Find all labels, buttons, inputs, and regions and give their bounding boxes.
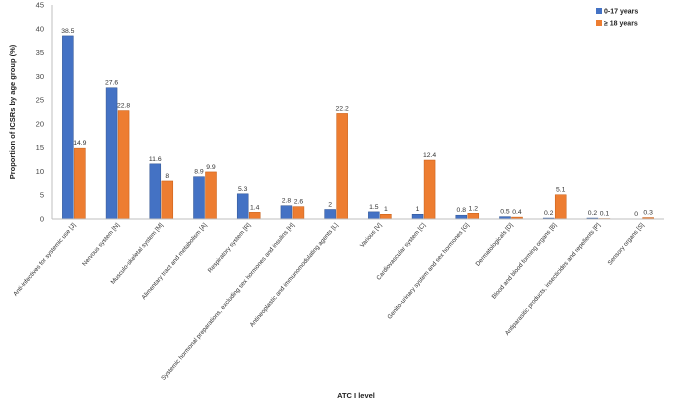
x-tick-label: Various [V] (359, 222, 384, 250)
value-label: 12.4 (423, 152, 436, 159)
bar-age-0-17 (455, 214, 468, 220)
value-label: 8.9 (194, 169, 204, 176)
value-label: 38.5 (61, 28, 74, 35)
value-label: 2.8 (282, 198, 292, 205)
bar-age-18-plus (292, 206, 305, 220)
y-tick-label: 15 (36, 143, 44, 152)
x-tick-label: Anti-infectives for systemic use [J] (12, 222, 77, 298)
x-tick-label: Cardiovascular system [C] (375, 222, 427, 282)
value-label: 2 (328, 201, 332, 208)
x-tick-label: Antineoplastic and immunomodulating agen… (249, 222, 340, 329)
y-tick-label: 40 (36, 24, 44, 33)
bar-age-18-plus (205, 171, 217, 220)
y-tick-label: 10 (36, 167, 44, 176)
value-label: 5.1 (556, 187, 566, 194)
bar-age-18-plus (248, 212, 261, 220)
value-label: 0.8 (457, 207, 467, 214)
value-label: 9.9 (206, 164, 216, 171)
bar-age-18-plus (74, 147, 86, 220)
y-tick-label: 5 (40, 191, 44, 200)
value-label: 1.4 (250, 204, 260, 211)
x-tick-label: Sensory organs [S] (606, 222, 645, 267)
bar-age-0-17 (149, 163, 162, 220)
x-tick-label: Nervous system [N] (81, 222, 121, 268)
bar-age-0-17 (280, 205, 293, 220)
bar-age-0-17 (105, 87, 118, 220)
y-axis: 0 5 10 15 20 25 30 35 40 45 (36, 1, 53, 224)
x-tick-label: Dermatologicals [D] (474, 222, 514, 268)
x-tick-label: Antiparasitic products, insecticides and… (504, 222, 602, 337)
value-label: 1.2 (469, 205, 479, 212)
x-tick-label: Genito-urinary system and sex hormones [… (386, 222, 471, 321)
value-label: 22.8 (117, 103, 130, 110)
bar-age-18-plus (423, 159, 436, 220)
x-axis: Anti-infectives for systemic use [J] Nerv… (12, 218, 664, 382)
bar-age-0-17 (193, 176, 205, 220)
x-tick-label: Respiratory system [R] (207, 222, 253, 275)
value-label: 27.6 (105, 80, 118, 87)
value-label: 0.5 (500, 209, 510, 216)
value-label: 22.2 (336, 105, 349, 112)
value-labels: 38.5 14.9 27.6 22.8 11.6 8 8.99.9 5.3 1.4 2.8 2.6 2… (61, 28, 653, 218)
value-label: 11.6 (149, 156, 162, 163)
bar-age-18-plus (554, 194, 567, 220)
bar-age-0-17 (324, 209, 336, 220)
bar-age-0-17 (368, 211, 380, 220)
bar-age-18-plus (380, 213, 392, 220)
y-tick-label: 0 (40, 215, 44, 224)
bar-age-18-plus (161, 180, 174, 220)
value-label: 0.2 (544, 210, 554, 217)
value-label: 1 (416, 206, 420, 213)
value-label: 0.2 (588, 210, 598, 217)
value-label: 0.3 (643, 210, 653, 217)
legend-swatch (596, 20, 602, 26)
y-axis-title: Proportion of ICSRs by age group (%) (8, 44, 17, 179)
x-axis-title: ATC I level (337, 391, 375, 400)
value-label: 1.5 (369, 204, 379, 211)
y-tick-label: 25 (36, 96, 44, 105)
y-tick-label: 35 (36, 48, 44, 57)
value-label: 2.6 (294, 199, 304, 206)
legend-label: 0-17 years (604, 9, 638, 16)
value-label: 5.3 (238, 186, 248, 193)
legend-label: ≥ 18 years (604, 21, 638, 28)
legend: 0-17 years ≥ 18 years (596, 8, 638, 28)
value-label: 14.9 (73, 140, 86, 147)
y-tick-label: 45 (36, 1, 44, 10)
bar-age-18-plus (336, 113, 348, 220)
bar-age-18-plus (467, 213, 480, 220)
value-label: 8 (165, 173, 169, 180)
bar-age-0-17 (411, 213, 424, 220)
y-tick-label: 20 (36, 119, 44, 128)
value-label: 0.4 (512, 209, 522, 216)
bar-age-0-17 (236, 193, 249, 220)
bar-age-18-plus (117, 110, 130, 220)
value-label: 1 (384, 206, 388, 213)
value-label: 0 (634, 211, 638, 218)
y-tick-label: 30 (36, 72, 44, 81)
legend-swatch (596, 8, 602, 14)
bar-age-0-17 (62, 35, 74, 220)
value-label: 0.1 (600, 211, 610, 218)
